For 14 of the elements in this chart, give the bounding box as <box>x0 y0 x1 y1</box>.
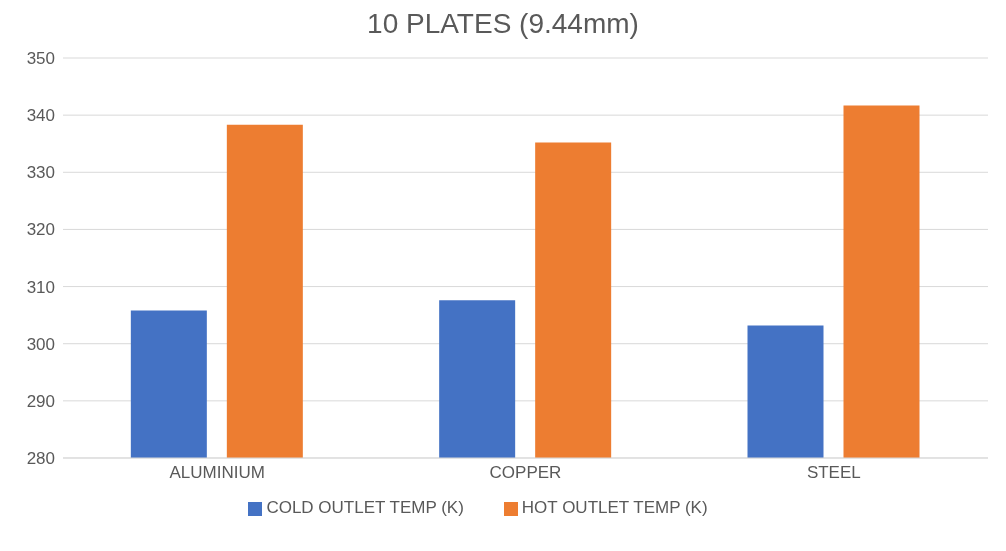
y-tick-label: 350 <box>26 49 55 69</box>
y-tick-label: 320 <box>26 220 55 240</box>
legend-label: COLD OUTLET TEMP (K) <box>266 498 464 517</box>
y-tick-label: 330 <box>26 163 55 183</box>
x-tick-label: COPPER <box>489 463 562 483</box>
x-tick-label: STEEL <box>806 463 861 483</box>
legend-label: HOT OUTLET TEMP (K) <box>521 498 708 517</box>
x-tick-label: ALUMINIUM <box>169 463 265 483</box>
y-tick-label: 310 <box>26 277 55 297</box>
y-tick-label: 300 <box>26 334 55 354</box>
y-tick-label: 290 <box>26 391 55 411</box>
chart-title: 10 PLATES (9.44mm) <box>366 8 640 40</box>
y-tick-label: 280 <box>26 449 55 469</box>
y-tick-label: 340 <box>26 106 55 126</box>
